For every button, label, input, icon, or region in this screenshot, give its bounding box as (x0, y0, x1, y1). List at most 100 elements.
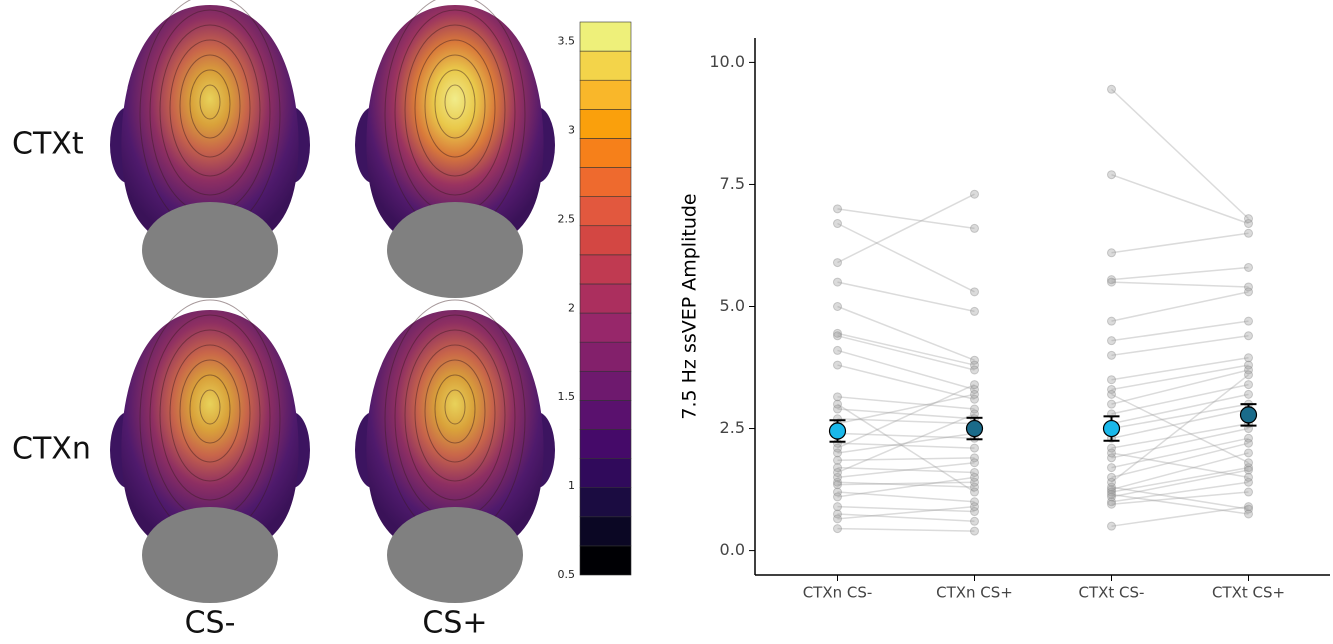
subject-point (1107, 492, 1116, 502)
subject-point (833, 463, 842, 473)
subject-point (1244, 316, 1253, 326)
subject-point (833, 404, 842, 414)
scalp (121, 310, 299, 557)
subject-point (1244, 331, 1253, 341)
colorbar-bin (579, 254, 632, 285)
subject-point (1107, 477, 1116, 487)
subject-line (837, 383, 975, 449)
colorbar-bin (579, 312, 632, 343)
subject-point (1244, 380, 1253, 390)
subject-point (970, 516, 979, 526)
row-label: CTXt (12, 127, 84, 162)
subject-line (837, 403, 975, 493)
colorbar-tick-label: 3.5 (558, 35, 576, 48)
neck (142, 507, 278, 603)
subject-line (837, 408, 975, 420)
subject-point (970, 472, 979, 482)
subject-point (1244, 448, 1253, 458)
subject-line (1111, 320, 1249, 342)
subject-line (837, 481, 975, 488)
subject-point (833, 455, 842, 465)
subject-point (833, 514, 842, 524)
subject-line (1111, 481, 1249, 503)
subject-point (833, 487, 842, 497)
subject-point (833, 204, 842, 214)
subject-point (1107, 275, 1116, 285)
subject-line (837, 505, 975, 513)
subject-point (970, 389, 979, 399)
column-label: CS- (185, 606, 236, 641)
y-axis-title: 7.5 Hz ssVEP Amplitude (679, 193, 701, 419)
subject-line (837, 461, 975, 479)
colorbar-bin (579, 400, 632, 430)
subject-point (970, 189, 979, 199)
contour (169, 39, 251, 177)
subject-point (833, 467, 842, 477)
subject-point (1107, 443, 1116, 453)
contour (404, 329, 506, 501)
subject-line (837, 513, 975, 523)
subject-point (833, 399, 842, 409)
subject-point (1244, 360, 1253, 370)
subject-line (1111, 442, 1249, 479)
colorbar-bin (579, 196, 632, 227)
subject-point (970, 467, 979, 477)
subject-point (1244, 438, 1253, 448)
subject-point (1244, 282, 1253, 292)
subject-point (1107, 485, 1116, 495)
subject-point (1107, 453, 1116, 463)
mean-point (1102, 419, 1121, 438)
colorbar-bin (579, 341, 632, 372)
contour (434, 69, 476, 139)
subject-point (833, 448, 842, 458)
subject-line (837, 413, 975, 474)
subject-point (833, 524, 842, 534)
subject-point (970, 394, 979, 404)
subject-line (1111, 369, 1249, 405)
head (110, 299, 310, 603)
colorbar-bin (579, 225, 632, 256)
colorbar-tick-label: 0.5 (558, 568, 576, 581)
subject-point (1107, 389, 1116, 399)
subject-line (837, 364, 975, 400)
contour (189, 374, 231, 444)
subject-line (1111, 403, 1249, 430)
contour (414, 344, 496, 482)
x-tick-label: CTXn CS+ (936, 584, 1013, 602)
contour (404, 24, 506, 196)
subject-point (1244, 465, 1253, 475)
subject-line (837, 281, 975, 313)
contour (159, 24, 261, 196)
subject-point (1107, 375, 1116, 385)
subject-line (1111, 173, 1249, 225)
subject-line (1111, 357, 1249, 381)
subject-line (837, 481, 975, 486)
contour (434, 374, 476, 444)
subject-point (970, 477, 979, 487)
subject-line (1111, 486, 1249, 510)
contour (414, 39, 496, 177)
subject-point (833, 477, 842, 487)
subject-point (1244, 477, 1253, 487)
subject-point (1107, 463, 1116, 473)
subject-point (1107, 448, 1116, 458)
subject-point (1107, 399, 1116, 409)
subject-line (1111, 281, 1249, 288)
head (110, 0, 310, 298)
subject-line (1111, 493, 1249, 515)
scalp (366, 5, 544, 252)
subject-point (1107, 384, 1116, 394)
subject-point (833, 331, 842, 341)
colorbar-bin (579, 370, 632, 401)
subject-line (1111, 383, 1249, 415)
subject-point (970, 360, 979, 370)
colorbar-bin (579, 109, 632, 139)
subject-point (833, 360, 842, 370)
subject-line (837, 305, 975, 361)
colorbar-bin (579, 21, 632, 52)
subject-point (970, 458, 979, 468)
subject-line (1111, 491, 1249, 505)
y-tick-label: 0.0 (720, 540, 745, 559)
head (355, 0, 555, 298)
